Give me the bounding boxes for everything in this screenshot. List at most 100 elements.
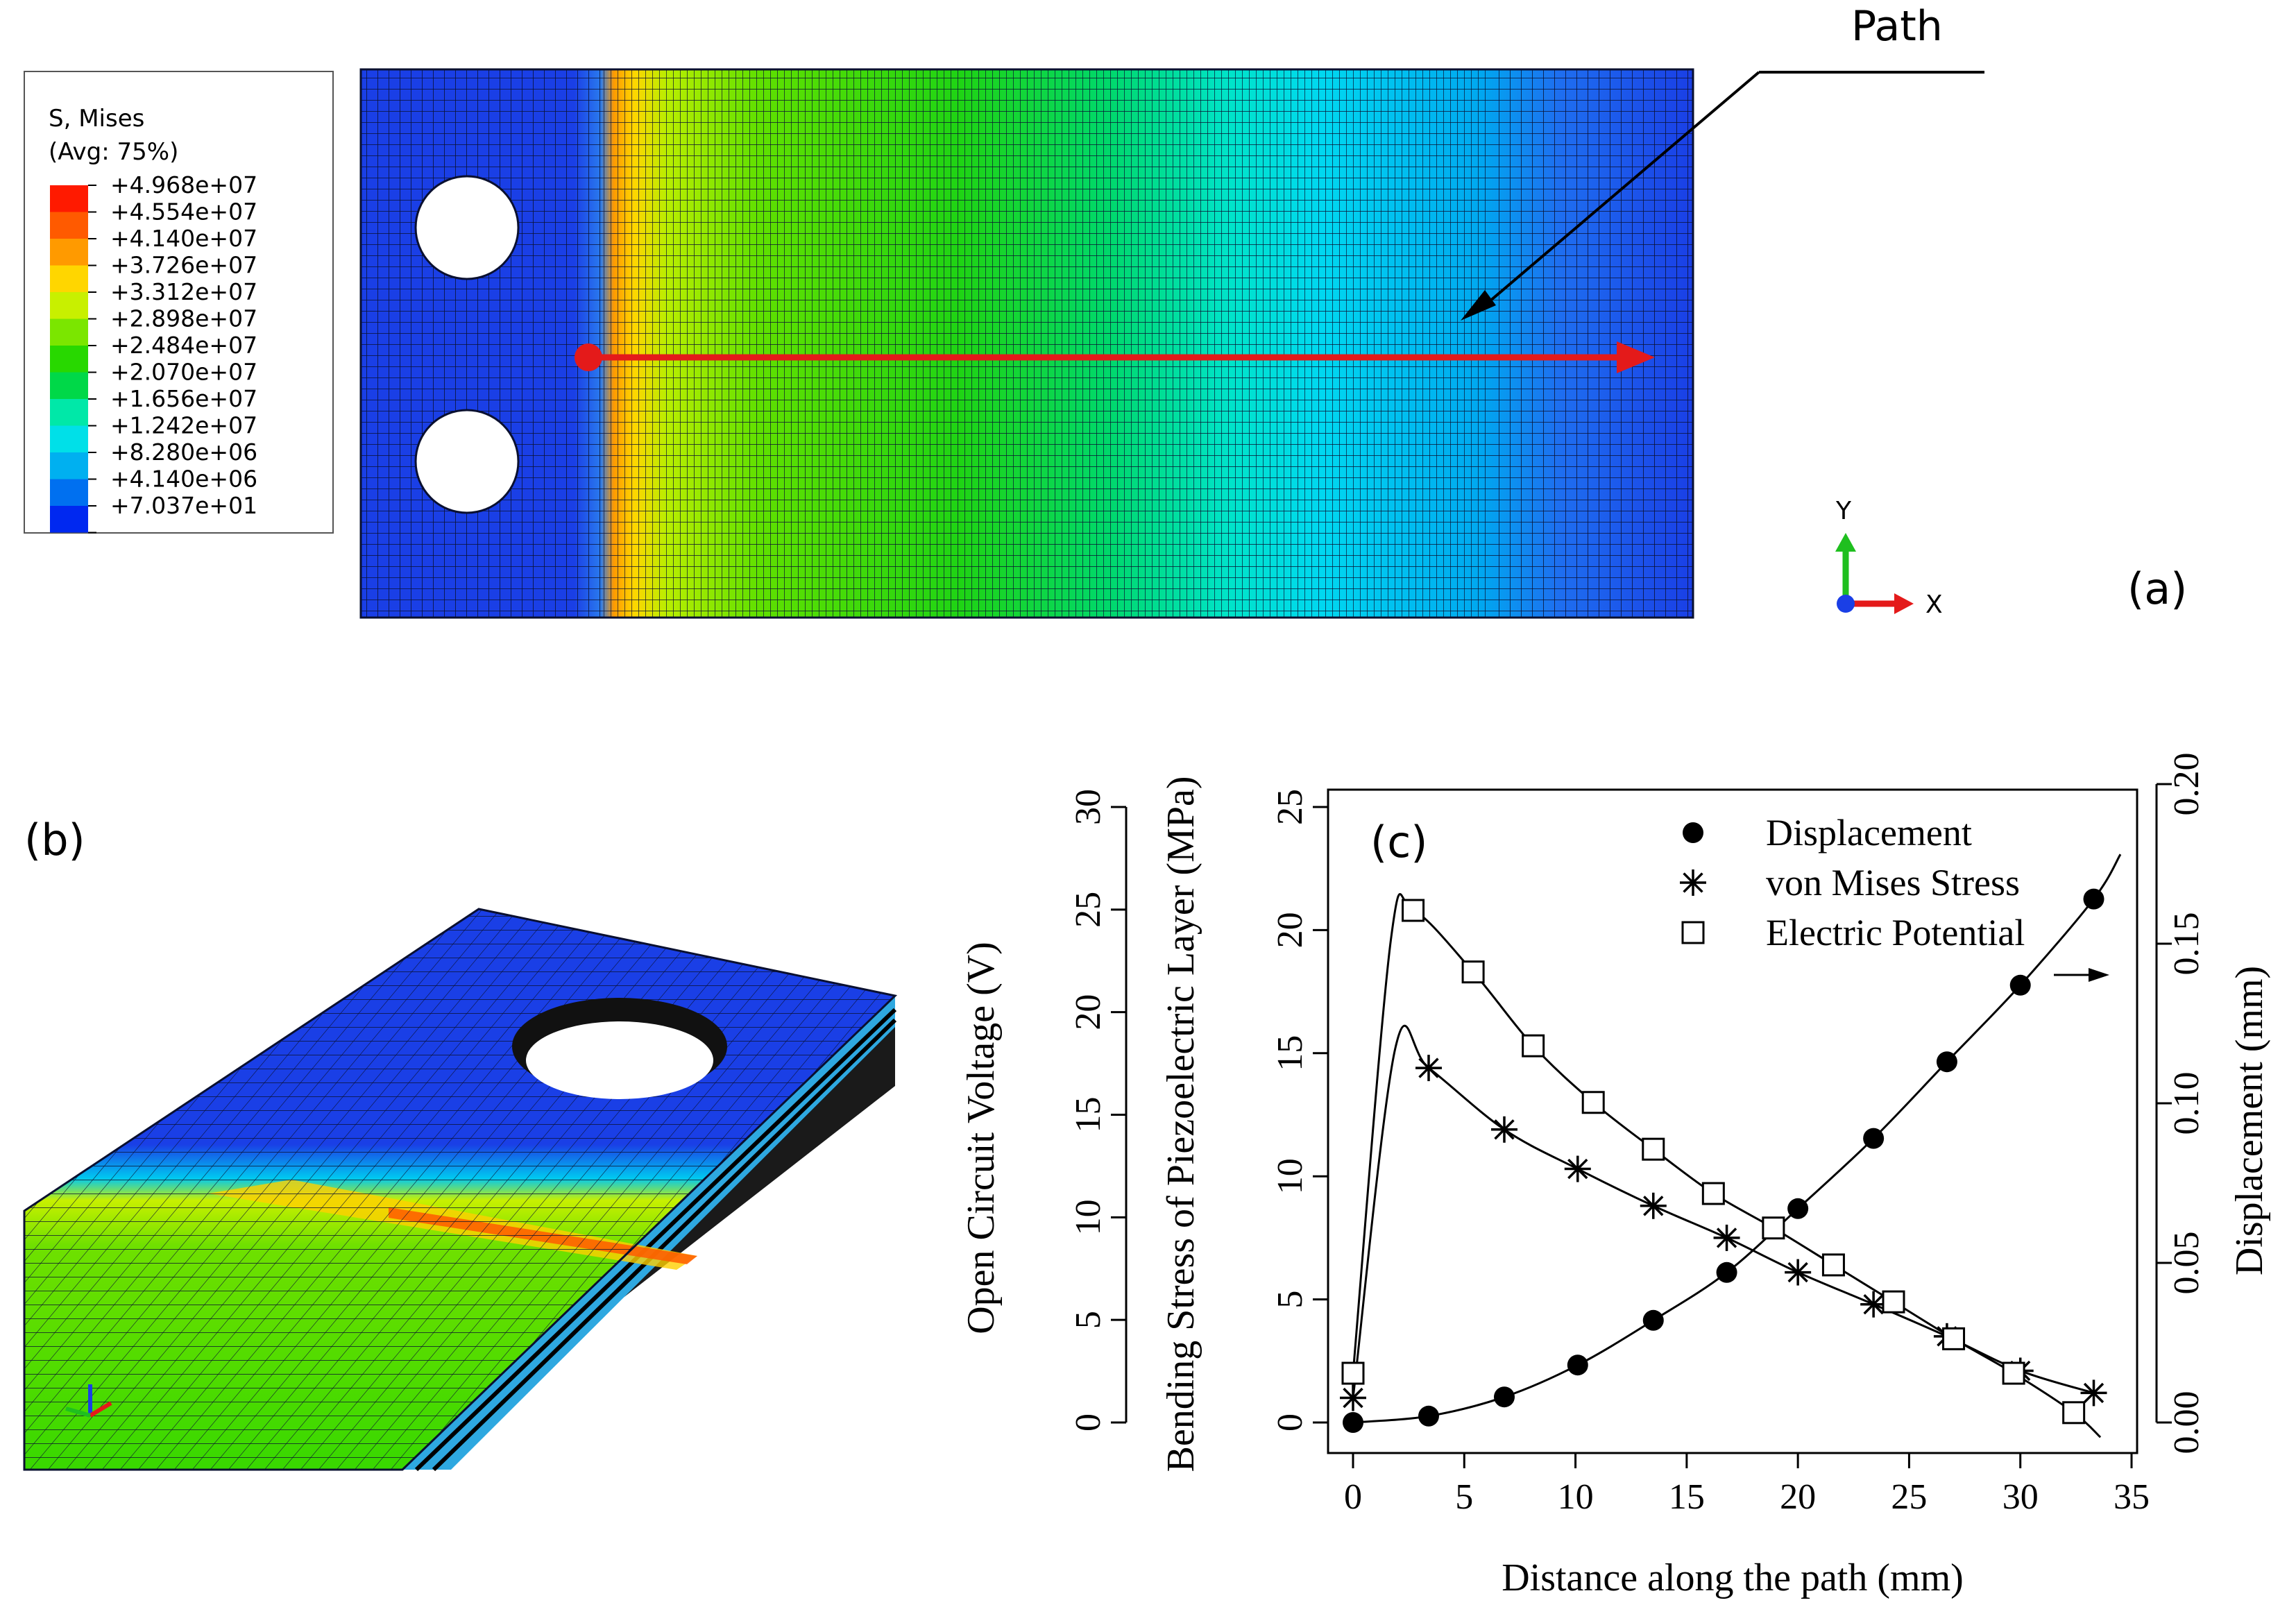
legend-swatch <box>50 265 88 292</box>
displacement-tick-label: 0.00 <box>2167 1391 2206 1454</box>
x-tick-label: 35 <box>2114 1477 2150 1517</box>
stress-tick-label: 0 <box>1270 1413 1310 1432</box>
data-point-displacement <box>1493 1386 1515 1408</box>
triad-b-x <box>89 1401 112 1418</box>
x-tick-label: 5 <box>1455 1477 1473 1517</box>
legend-swatch <box>50 346 88 373</box>
data-point-electric-potential <box>1882 1290 1905 1314</box>
triad-y-label: Y <box>1835 497 1852 525</box>
data-point-von-mises <box>2080 1379 2107 1407</box>
data-point-von-mises <box>1640 1192 1667 1219</box>
legend-value: +4.968e+07 <box>110 171 257 198</box>
data-point-electric-potential <box>1821 1253 1845 1277</box>
panel-c-label: (c) <box>1370 817 1427 867</box>
legend-swatch <box>50 479 88 506</box>
data-point-electric-potential <box>1461 960 1485 984</box>
voltage-axis: 0 5 10 15 20 25 30 <box>1069 789 1128 1432</box>
path-label: Path <box>1851 2 1943 51</box>
legend-subtitle: (Avg: 75%) <box>49 138 178 166</box>
displacement-axis-label: Displacement (mm) <box>2228 966 2271 1275</box>
data-point-electric-potential <box>1341 1361 1365 1385</box>
data-point-displacement <box>1683 822 1703 843</box>
voltage-tick-label: 10 <box>1069 1199 1108 1235</box>
voltage-tick-label: 20 <box>1069 994 1108 1030</box>
legend-swatch <box>50 239 88 266</box>
data-point-von-mises <box>1785 1259 1812 1286</box>
legend-swatch <box>50 399 88 426</box>
plate-top-outline <box>23 908 898 1471</box>
legend-swatch <box>50 372 88 399</box>
legend-value: +8.280e+06 <box>110 439 257 466</box>
series-line <box>1352 1025 2094 1398</box>
x-tick-label: 0 <box>1344 1477 1362 1517</box>
voltage-axis-label: Open Circuit Voltage (V) <box>960 942 1003 1334</box>
legend-swatch <box>50 425 88 452</box>
panel-c-chart: (c) 0 5 10 15 20 25 30 35 0 5 10 15 20 25 0 5 10 15 20 25… <box>960 753 2271 1600</box>
panel-b-label: (b) <box>24 815 85 865</box>
data-point-displacement <box>1642 1309 1664 1331</box>
x-tick-label: 10 <box>1558 1477 1594 1517</box>
data-point-von-mises <box>1713 1224 1740 1251</box>
data-point-displacement <box>2083 888 2104 910</box>
legend-value: +4.140e+07 <box>110 225 257 252</box>
data-point-von-mises <box>1415 1055 1442 1082</box>
panel-a-label: (a) <box>2127 563 2187 614</box>
displacement-tick-label: 0.15 <box>2167 912 2206 976</box>
legend-value: +3.726e+07 <box>110 252 257 279</box>
legend-value: +2.898e+07 <box>110 305 257 332</box>
triad-origin <box>1837 595 1855 613</box>
data-point-displacement <box>1343 1412 1363 1433</box>
legend-swatch <box>50 212 88 239</box>
legend-title: S, Mises <box>49 105 144 133</box>
data-point-electric-potential <box>1681 921 1705 944</box>
x-tick-label: 20 <box>1780 1477 1816 1517</box>
legend-scale: +4.968e+07+4.554e+07+4.140e+07+3.726e+07… <box>50 171 257 534</box>
x-tick-label: 15 <box>1669 1477 1705 1517</box>
legend-entry: Displacement <box>1766 812 1972 853</box>
bolt-hole-top <box>414 175 520 280</box>
panel-a: S, Mises (Avg: 75%) +4.968e+07+4.554e+07… <box>24 2 2187 619</box>
data-point-displacement <box>1936 1051 1957 1073</box>
legend-value: +3.312e+07 <box>110 278 257 305</box>
chart-legend: Displacement von Mises Stress Electric Pot… <box>1680 812 2025 953</box>
stress-axis-label: Bending Stress of Piezoelectric Layer (M… <box>1159 776 1202 1472</box>
data-point-electric-potential <box>1642 1137 1665 1161</box>
voltage-tick-label: 15 <box>1069 1097 1108 1133</box>
legend-value: +4.554e+07 <box>110 198 257 226</box>
data-point-electric-potential <box>1762 1216 1785 1240</box>
data-point-electric-potential <box>2002 1361 2025 1385</box>
plate-mesh-dense <box>604 69 1492 618</box>
data-point-von-mises <box>1680 869 1706 896</box>
displacement-axis-arrowhead <box>2089 968 2109 982</box>
path-callout-arrowhead <box>1461 290 1496 321</box>
plate-hole-rim <box>526 1021 713 1099</box>
data-point-electric-potential <box>1522 1034 1545 1057</box>
stress-axis: 0 5 10 15 20 25 <box>1270 789 1329 1432</box>
legend-swatch <box>50 318 88 346</box>
voltage-tick-label: 5 <box>1069 1311 1108 1329</box>
plate-mesh <box>361 69 604 618</box>
path-callout-leader <box>1483 71 1760 307</box>
data-point-displacement <box>1418 1405 1439 1427</box>
plate-outline <box>359 68 1694 619</box>
legend-value: +4.140e+06 <box>110 466 257 493</box>
plate-top-mesh <box>24 909 895 1470</box>
legend-entry: von Mises Stress <box>1766 862 2020 903</box>
data-point-electric-potential <box>1581 1091 1605 1114</box>
legend-value: +7.037e+01 <box>110 492 257 519</box>
legend-swatch <box>50 185 88 212</box>
legend-value: +2.484e+07 <box>110 332 257 359</box>
data-point-displacement <box>1863 1128 1885 1149</box>
legend-swatch <box>50 506 88 533</box>
displacement-axis: 0.00 0.05 0.10 0.15 0.20 <box>2155 753 2206 1454</box>
legend-entry: Electric Potential <box>1766 912 2025 953</box>
path-arrow-head <box>1617 341 1655 373</box>
triad-x-head <box>1894 593 1914 614</box>
data-point-displacement <box>1716 1262 1737 1283</box>
data-point-electric-potential <box>1402 899 1425 922</box>
legend-swatch <box>50 452 88 479</box>
data-point-displacement <box>2009 974 2031 996</box>
data-point-von-mises <box>1564 1155 1591 1182</box>
plate-side-stripes <box>414 1008 897 1472</box>
